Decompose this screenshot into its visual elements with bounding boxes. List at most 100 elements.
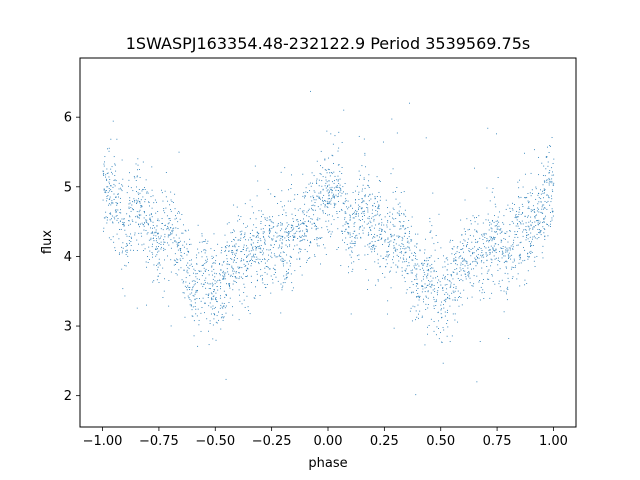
data-point (276, 236, 278, 238)
data-point (429, 281, 431, 283)
data-point (432, 277, 434, 279)
data-point (322, 197, 323, 199)
data-point (257, 279, 258, 281)
data-point (505, 266, 507, 268)
data-point (233, 259, 235, 261)
data-point (519, 256, 521, 258)
data-point (204, 241, 206, 242)
data-point (503, 255, 505, 257)
data-point (226, 263, 228, 265)
data-point (434, 291, 436, 292)
data-point (274, 272, 276, 273)
data-point (497, 269, 499, 271)
data-point (544, 175, 546, 177)
data-point (129, 172, 130, 174)
data-point (250, 250, 252, 252)
data-point (393, 234, 395, 236)
data-point (256, 256, 258, 258)
data-point (252, 256, 254, 258)
data-point (393, 252, 395, 254)
data-point (105, 192, 107, 194)
data-point (530, 232, 532, 234)
data-point (232, 245, 233, 247)
data-point (188, 251, 190, 253)
data-point (303, 192, 305, 194)
data-point (283, 265, 284, 267)
data-point (429, 257, 431, 259)
data-point (346, 193, 348, 195)
data-point (447, 309, 448, 311)
data-point (543, 180, 545, 182)
data-point (453, 283, 455, 285)
data-point (151, 166, 153, 168)
data-point (379, 214, 381, 216)
data-point (109, 213, 111, 215)
data-point (156, 279, 158, 281)
data-point (368, 222, 370, 224)
data-point (231, 265, 233, 267)
data-point (446, 312, 448, 313)
data-point (156, 225, 158, 227)
data-point (134, 200, 136, 201)
data-point (462, 243, 464, 244)
data-point (256, 232, 258, 234)
data-point (405, 215, 407, 217)
data-point (156, 219, 158, 221)
data-point (307, 221, 309, 222)
data-point (306, 230, 308, 232)
data-point (375, 224, 377, 226)
data-point (378, 205, 380, 207)
data-point (546, 181, 548, 183)
data-point (431, 267, 433, 269)
data-point (287, 272, 289, 274)
data-point (500, 247, 502, 249)
data-point (187, 285, 189, 287)
data-point (318, 179, 320, 181)
data-point (442, 287, 444, 288)
data-point (262, 254, 264, 256)
data-point (322, 201, 324, 202)
data-point (472, 261, 473, 263)
data-point (543, 228, 545, 229)
data-point (232, 314, 234, 316)
data-point (324, 200, 326, 202)
data-point (164, 233, 166, 235)
data-point (191, 280, 193, 282)
data-point (281, 287, 283, 289)
data-point (332, 155, 334, 157)
data-point (251, 256, 253, 258)
data-point (316, 239, 318, 241)
data-point (424, 291, 426, 293)
data-point (311, 227, 313, 229)
data-point (405, 292, 407, 294)
data-point (408, 236, 410, 238)
data-point (309, 182, 311, 184)
data-point (306, 211, 308, 213)
data-point (155, 235, 157, 237)
data-point (325, 176, 327, 178)
data-point (224, 278, 226, 280)
data-point (349, 214, 351, 216)
data-point (414, 258, 416, 260)
data-point (326, 181, 328, 183)
data-point (375, 210, 377, 212)
data-point (217, 243, 219, 245)
data-point (345, 206, 347, 208)
data-point (368, 180, 370, 182)
data-point (396, 212, 398, 214)
data-point (177, 228, 179, 229)
data-point (401, 239, 403, 241)
data-point (138, 224, 140, 226)
data-point (332, 196, 334, 198)
x-tick-label: −0.75 (139, 434, 179, 449)
data-point (424, 283, 426, 285)
data-point (115, 209, 117, 211)
data-point (452, 271, 454, 273)
data-point (160, 237, 161, 239)
data-point (311, 205, 313, 206)
data-point (156, 254, 158, 256)
data-point (171, 201, 173, 202)
data-point (521, 203, 523, 205)
data-point (543, 188, 545, 190)
data-point (321, 227, 323, 229)
